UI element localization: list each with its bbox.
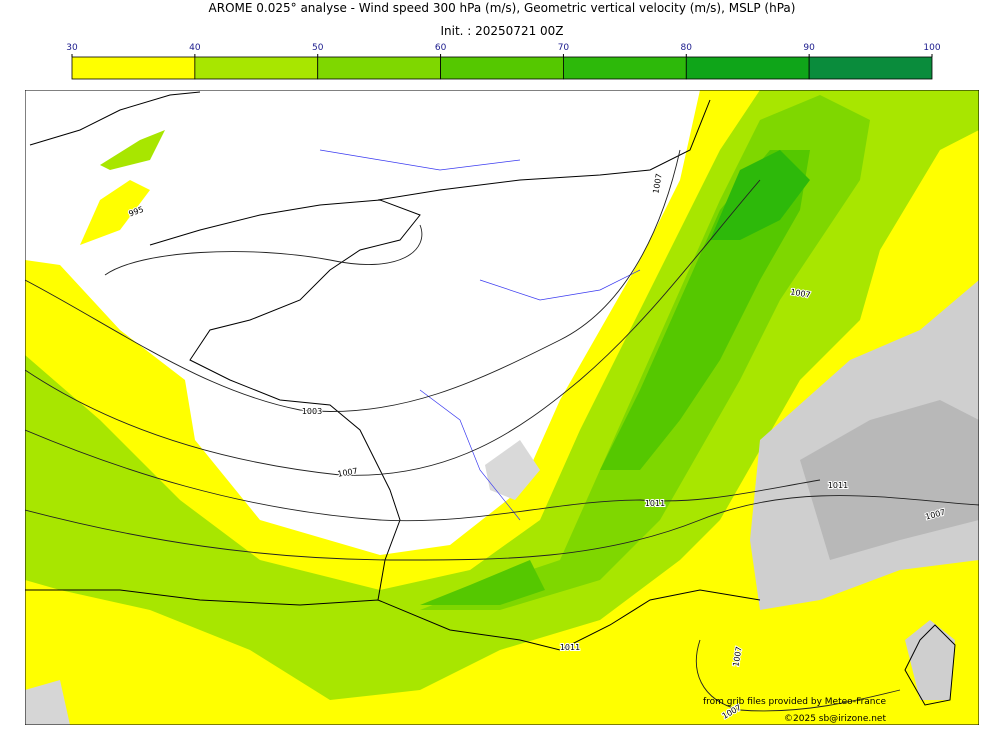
colorbar-segment <box>808 56 933 80</box>
vertical-velocity-zone <box>25 680 70 725</box>
contour-label: 1003 <box>302 407 322 416</box>
contour-label: 1007 <box>651 173 663 195</box>
colorbar-tick-label: 90 <box>803 43 815 53</box>
colorbar-tick-label: 70 <box>558 43 570 53</box>
wind-zone <box>420 560 545 605</box>
credit: ©2025 sb@irizone.net <box>784 714 886 724</box>
contour-label: 1011 <box>828 481 848 490</box>
wind-zone <box>80 180 150 245</box>
title: AROME 0.025° analyse - Wind speed 300 hP… <box>209 1 796 15</box>
colorbar-tick-label: 80 <box>681 43 693 53</box>
river <box>319 149 641 521</box>
colorbar-segment <box>685 56 810 80</box>
colorbar-segment <box>71 56 196 80</box>
coastline <box>25 91 956 706</box>
colorbar: 30 40 50 60 70 80 90 100 <box>66 43 941 80</box>
map: 9951003100710071007101110111007101110071… <box>25 90 979 725</box>
vertical-velocity-zone <box>800 400 979 560</box>
colorbar-tick-label: 100 <box>923 43 940 53</box>
colorbar-segment <box>317 56 441 80</box>
vertical-velocity-zone <box>905 620 955 700</box>
contour-labels: 9951003100710071007101110111007101110071… <box>126 172 947 722</box>
contour-label: 1011 <box>645 499 665 508</box>
colorbar-segment <box>563 56 687 80</box>
colorbar-tick-label: 40 <box>189 43 201 53</box>
colorbar-segment <box>440 56 564 80</box>
subtitle: Init. : 20250721 00Z <box>440 24 563 38</box>
wind-zone <box>710 150 810 240</box>
colorbar-tick-label: 50 <box>312 43 324 53</box>
contour-label: 1011 <box>560 643 580 652</box>
credit: from grib files provided by Meteo-France <box>703 697 886 707</box>
isobar <box>25 149 979 712</box>
colorbar-segment <box>194 56 319 80</box>
colorbar-tick-label: 30 <box>66 43 78 53</box>
wind-zone <box>100 130 165 170</box>
vertical-velocity-zone <box>485 440 540 500</box>
colorbar-tick-label: 60 <box>435 43 447 53</box>
